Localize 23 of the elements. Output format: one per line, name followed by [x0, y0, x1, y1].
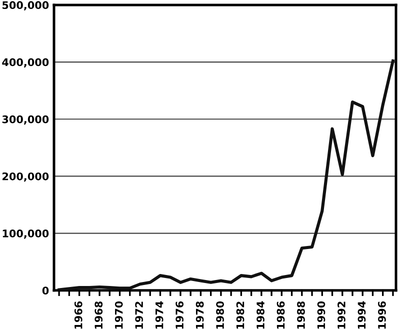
x-tick-label: 1972 — [135, 302, 144, 329]
x-tick-label: 1982 — [236, 302, 244, 329]
x-tick-label: 1978 — [196, 301, 204, 329]
x-tick-label: 1992 — [338, 302, 346, 329]
x-tick-label: 1994 — [358, 301, 366, 329]
x-tick-label: 1986 — [276, 301, 285, 329]
y-tick-label: 400,000 — [2, 58, 49, 68]
y-tick-label: 300,000 — [2, 115, 49, 125]
y-tick-label: 100,000 — [2, 230, 49, 239]
x-tick-label: 1984 — [256, 301, 264, 329]
x-tick-label: 1966 — [74, 301, 82, 329]
x-tick-label: 1996 — [378, 301, 386, 329]
x-tick-label: 1974 — [155, 301, 164, 329]
y-tick-label: 0 — [42, 286, 49, 295]
y-tick-label: 500,000 — [2, 1, 49, 10]
y-tick-label: 200,000 — [2, 172, 49, 182]
x-tick-label: 1976 — [176, 301, 184, 329]
x-tick-label: 1980 — [216, 301, 224, 329]
line-series — [58, 59, 394, 290]
x-tick-label: 1988 — [297, 301, 305, 329]
x-tick-label: 1990 — [317, 301, 326, 329]
x-tick-label: 1968 — [94, 301, 103, 329]
x-tick-label: 1970 — [114, 301, 123, 329]
